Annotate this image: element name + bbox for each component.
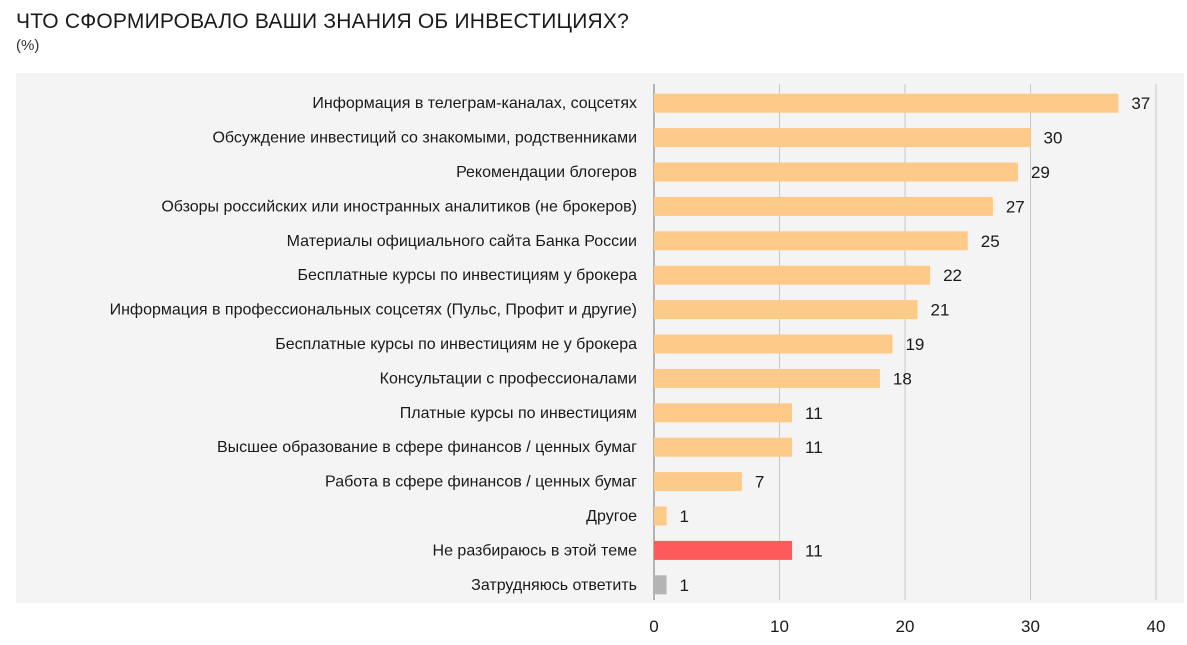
chart-title: ЧТО СФОРМИРОВАЛО ВАШИ ЗНАНИЯ ОБ ИНВЕСТИЦ… [16, 10, 629, 33]
category-label: Рекомендации блогеров [456, 164, 637, 181]
category-label: Высшее образование в сфере финансов / це… [217, 439, 637, 456]
value-label: 1 [680, 507, 689, 526]
category-label: Информация в телеграм-каналах, соцсетях [312, 95, 637, 112]
value-label: 30 [1044, 129, 1063, 148]
bar [654, 437, 793, 457]
value-label: 11 [805, 438, 823, 457]
value-label: 37 [1131, 94, 1150, 113]
bar [654, 540, 793, 560]
chart-subtitle: (%) [16, 37, 40, 54]
category-label: Обзоры российских или иностранных аналит… [161, 198, 637, 215]
category-label: Консультации с профессионалами [380, 370, 637, 387]
bar [654, 265, 931, 285]
value-label: 25 [981, 232, 1000, 251]
value-label: 11 [805, 404, 823, 423]
value-label: 18 [893, 369, 912, 388]
value-label: 27 [1006, 197, 1025, 216]
category-label: Не разбираюсь в этой теме [433, 542, 638, 559]
value-label: 7 [755, 473, 764, 492]
x-tick-label: 10 [770, 617, 789, 636]
bar [654, 506, 667, 526]
category-label: Бесплатные курсы по инвестициям у брокер… [297, 267, 637, 284]
value-label: 29 [1031, 163, 1050, 182]
bar [654, 575, 667, 595]
bar [654, 300, 918, 320]
bar [654, 403, 793, 423]
x-tick-label: 40 [1147, 617, 1166, 636]
bar [654, 162, 1018, 182]
category-label: Бесплатные курсы по инвестициям не у бро… [275, 336, 637, 353]
value-label: 1 [680, 576, 689, 595]
value-label: 21 [931, 301, 950, 320]
category-label: Информация в профессиональных соцсетях (… [110, 302, 637, 319]
bar [654, 334, 893, 354]
category-label: Платные курсы по инвестициям [400, 405, 637, 422]
value-label: 11 [805, 541, 823, 560]
category-label: Затрудняюсь ответить [471, 577, 637, 594]
value-label: 22 [943, 266, 962, 285]
x-tick-label: 0 [649, 617, 658, 636]
category-label: Обсуждение инвестиций со знакомыми, родс… [212, 130, 637, 147]
value-label: 19 [905, 335, 924, 354]
bar [654, 128, 1031, 148]
bar [654, 231, 968, 251]
x-tick-label: 20 [896, 617, 915, 636]
bar [654, 368, 880, 388]
category-label: Материалы официального сайта Банка Росси… [287, 233, 637, 250]
bar [654, 93, 1119, 113]
bar [654, 472, 742, 492]
category-label: Другое [586, 508, 637, 525]
category-label: Работа в сфере финансов / ценных бумаг [325, 474, 637, 491]
x-tick-label: 30 [1021, 617, 1040, 636]
bar [654, 196, 993, 216]
chart-panel [16, 73, 1184, 603]
